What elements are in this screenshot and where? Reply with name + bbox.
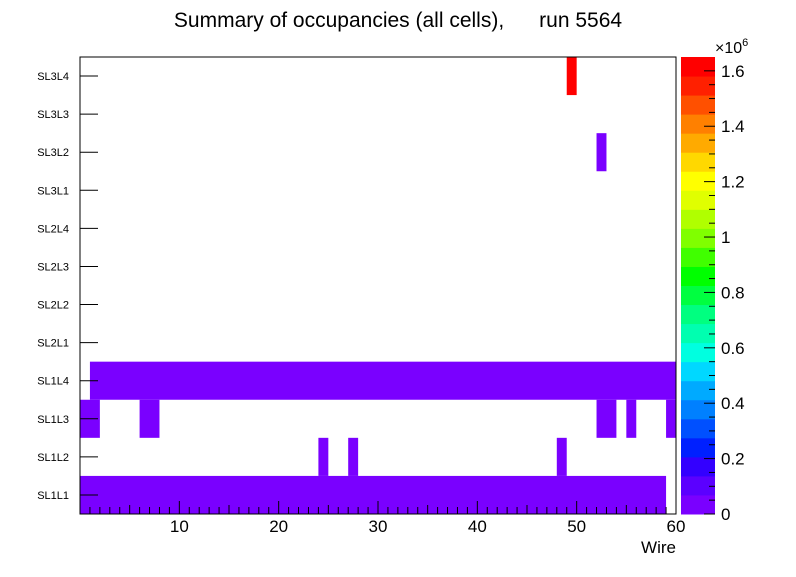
y-tick-label: SL1L2 (37, 452, 69, 464)
y-tick-label: SL1L4 (37, 376, 69, 388)
palette-band (681, 209, 715, 229)
palette-band (681, 494, 715, 515)
y-tick-label: SL2L3 (37, 261, 69, 273)
palette-band (681, 456, 715, 477)
z-axis: 0 0.2 0.4 0.6 0.8 1 1.2 1.4 1.6 (704, 62, 745, 524)
y-tick-label: SL3L2 (37, 147, 69, 159)
heatmap-cell (556, 437, 567, 476)
z-tick-label: 1.2 (721, 173, 745, 192)
x-axis: 10 20 30 40 50 60 (89, 501, 686, 536)
y-tick-label: SL3L3 (37, 109, 69, 121)
plot-frame (79, 56, 677, 515)
palette-band (681, 114, 715, 134)
x-tick-label: 50 (567, 517, 586, 536)
palette-band (681, 76, 715, 96)
y-tick-label: SL3L4 (37, 71, 69, 83)
palette-band (681, 95, 715, 115)
z-tick-label: 1.6 (721, 62, 745, 81)
heatmap-cell (318, 437, 329, 476)
color-palette (681, 57, 715, 515)
z-tick-label: 0.2 (721, 450, 745, 469)
palette-band (681, 380, 715, 401)
y-tick-label: SL1L1 (37, 490, 69, 502)
palette-band (681, 133, 715, 153)
palette-band (681, 475, 715, 496)
z-tick-label: 0.8 (721, 283, 745, 302)
palette-band (681, 247, 715, 267)
z-tick-label: 1.4 (721, 117, 745, 136)
heatmap-cell (89, 361, 676, 400)
y-tick-label: SL2L2 (37, 300, 69, 312)
palette-band (681, 437, 715, 458)
z-exponent-power: 6 (742, 37, 748, 49)
z-tick-label: 0 (721, 505, 730, 524)
palette-band (681, 361, 715, 382)
palette-band (681, 57, 715, 77)
palette-band (681, 171, 715, 191)
palette-band (681, 190, 715, 210)
z-tick-label: 1 (721, 228, 730, 247)
palette-band (681, 152, 715, 172)
y-tick-label: SL1L3 (37, 414, 69, 426)
x-tick-label: 40 (468, 517, 487, 536)
palette-band (681, 323, 715, 344)
palette-band (681, 304, 715, 325)
heatmap-cell (596, 133, 607, 172)
x-tick-label: 30 (369, 517, 388, 536)
heatmap-cell (348, 437, 359, 476)
heatmap-cell (626, 399, 637, 438)
heatmap-cell (596, 399, 617, 438)
palette-band (681, 266, 715, 286)
palette-band (681, 399, 715, 420)
x-axis-label: Wire (641, 538, 676, 557)
y-tick-label: SL2L1 (37, 338, 69, 350)
heatmap-cells (80, 57, 676, 514)
x-tick-label: 20 (269, 517, 288, 536)
heatmap-cell (666, 399, 676, 438)
y-axis: SL1L1 SL1L2 SL1L3 SL1L4 SL2L1 SL2L2 SL2L3 SL2L4… (37, 71, 98, 502)
z-tick-label: 0.4 (721, 394, 745, 413)
heatmap-cell (139, 399, 160, 438)
palette-band (681, 418, 715, 439)
z-tick-label: 0.6 (721, 339, 745, 358)
palette-band (681, 342, 715, 363)
x-tick-label: 10 (170, 517, 189, 536)
heatmap-cell (80, 475, 667, 514)
y-tick-label: SL3L1 (37, 185, 69, 197)
z-exponent-base: ×10 (715, 40, 742, 57)
palette-band (681, 285, 715, 306)
chart-title: Summary of occupancies (all cells), run … (174, 9, 623, 32)
palette-band (681, 228, 715, 248)
heatmap-cell (566, 57, 577, 96)
y-tick-label: SL2L4 (37, 223, 69, 235)
z-axis-exponent: ×106 (715, 37, 748, 57)
x-tick-label: 60 (667, 517, 686, 536)
